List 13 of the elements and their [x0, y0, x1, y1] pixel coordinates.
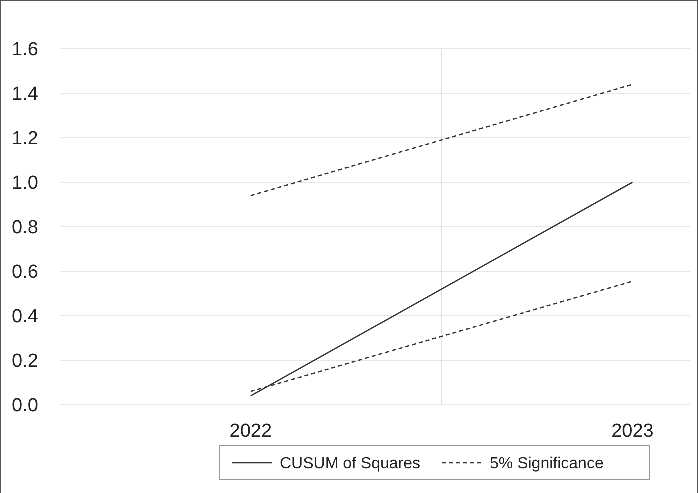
y-tick-label: 1.2	[12, 128, 38, 150]
y-tick-label: 0.6	[12, 262, 38, 284]
x-tick-label: 2023	[612, 421, 654, 442]
y-tick-label: 1.4	[12, 84, 39, 106]
y-tick-label: 1.6	[12, 40, 38, 61]
legend-label: 5% Significance	[490, 456, 604, 473]
y-tick-label: 0.2	[12, 351, 38, 372]
x-tick-label: 2022	[230, 421, 272, 442]
y-tick-label: 0.8	[12, 218, 38, 239]
y-tick-label: 0.4	[12, 306, 39, 328]
y-tick-label: 1.0	[12, 173, 38, 194]
legend-label: CUSUM of Squares	[280, 456, 420, 473]
y-tick-label: 0.0	[12, 396, 38, 417]
